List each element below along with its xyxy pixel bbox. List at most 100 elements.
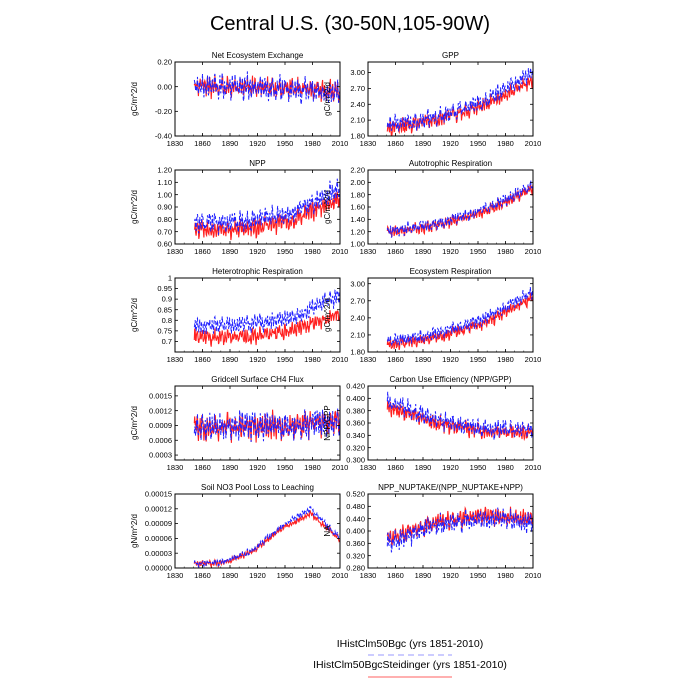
panel-title: Heterotrophic Respiration [212,267,303,276]
y-tick-label: 2.40 [350,100,365,109]
series-line-clm50bgc [193,71,340,105]
plot-frame [174,493,341,569]
x-tick-label: 2010 [332,463,349,472]
chart-panel-1: Net Ecosystem Exchange gC/m^2/d 1830 1860 18… [130,51,348,148]
series-group [193,408,340,443]
series-line-clm50bgc [386,286,533,347]
x-tick-label: 1890 [415,571,432,580]
x-tick-label: 1830 [360,139,377,148]
y-tick-label: 1.20 [350,227,365,236]
y-tick-label: 0.00 [157,82,172,91]
series-line-steidinger [386,292,533,351]
series-line-clm50bgc [386,507,533,553]
x-tick-label: 1860 [194,247,211,256]
x-tick-label: 1950 [277,355,294,364]
y-tick-label: 1.40 [350,215,365,224]
x-tick-label: 1920 [249,463,266,472]
x-tick-label: 1860 [387,355,404,364]
x-tick-label: 1860 [387,571,404,580]
y-tick-label: 3.00 [350,279,365,288]
y-axis-label: gC/m^2/d [323,190,332,224]
y-tick-label: 0.75 [157,326,172,335]
series-group [193,288,340,347]
x-tick-label: 1830 [360,463,377,472]
panel-title: Soil NO3 Pool Loss to Leaching [201,483,314,492]
x-tick-label: 1950 [470,247,487,256]
x-tick-label: 1950 [470,355,487,364]
y-tick-label: 1.00 [157,190,172,199]
y-axis-label: gC/m^2/d [130,298,139,332]
y-tick-label: 0.480 [346,502,365,511]
y-tick-label: 0.300 [346,456,365,465]
y-tick-label: 0.0015 [149,391,172,400]
y-tick-label: 0.00009 [145,519,172,528]
y-axis-label: gC/m^2/d [130,82,139,116]
x-tick-label: 1860 [194,571,211,580]
y-tick-label: 3.00 [350,68,365,77]
y-tick-label: 0.70 [157,227,172,236]
x-tick-label: 1920 [249,247,266,256]
x-tick-label: 1980 [304,463,321,472]
x-tick-label: 1980 [497,355,514,364]
y-tick-label: 1.80 [350,132,365,141]
x-tick-label: 1980 [497,571,514,580]
x-tick-label: 2010 [525,463,542,472]
y-tick-label: 0.60 [157,240,172,249]
x-tick-label: 1860 [387,463,404,472]
y-tick-label: -0.40 [155,132,172,141]
y-tick-label: 0.0009 [149,421,172,430]
panel-title: NPP_NUPTAKE/(NPP_NUPTAKE+NPP) [378,483,523,492]
x-tick-label: 1830 [167,139,184,148]
y-tick-label: 2.10 [350,116,365,125]
x-tick-label: 1860 [387,139,404,148]
x-tick-label: 1830 [167,247,184,256]
x-tick-label: 1950 [277,139,294,148]
x-tick-label: 1830 [360,247,377,256]
x-tick-label: 1890 [415,247,432,256]
y-tick-label: 1.00 [350,240,365,249]
x-tick-label: 1890 [415,139,432,148]
x-tick-label: 2010 [332,355,349,364]
x-tick-label: 1830 [167,571,184,580]
series-group [386,391,533,442]
chart-panel-8: Carbon Use Efficiency (NPP/GPP) NPP/GPP 18… [323,375,541,472]
x-tick-label: 1980 [304,139,321,148]
x-tick-label: 1830 [167,355,184,364]
y-tick-label: 0.00000 [145,564,172,573]
y-tick-label: 2.20 [350,166,365,175]
y-tick-label: 0.7 [162,337,172,346]
figure-title: Central U.S. (30-50N,105-90W) [210,13,490,35]
x-tick-label: 1950 [470,139,487,148]
y-tick-label: 0.400 [346,527,365,536]
y-axis-label: NPP/GPP [323,405,332,441]
x-tick-label: 1890 [222,247,239,256]
y-tick-label: 2.40 [350,313,365,322]
panel-title: GPP [442,51,459,60]
y-axis-label: gC/m^2/d [323,298,332,332]
y-tick-label: 0.360 [346,539,365,548]
y-tick-label: 0.9 [162,295,172,304]
x-tick-label: 1950 [470,571,487,580]
series-line-clm50bgc [193,505,340,568]
x-tick-label: 1980 [497,247,514,256]
y-tick-label: 0.520 [346,490,365,499]
x-tick-label: 2010 [525,355,542,364]
y-tick-label: 0.8 [162,316,172,325]
y-axis-label: gC/m^2/d [130,190,139,224]
x-tick-label: 1830 [360,571,377,580]
y-tick-label: 1.80 [350,190,365,199]
panel-title: Carbon Use Efficiency (NPP/GPP) [389,375,511,384]
y-tick-label: 0.80 [157,215,172,224]
x-tick-label: 1860 [194,463,211,472]
y-axis-label: gC/m^2/d [323,82,332,116]
y-axis-label: gN/m^2/d [130,514,139,548]
x-tick-label: 2010 [332,247,349,256]
series-line-clm50bgc [386,68,533,132]
y-tick-label: 1 [168,274,172,283]
series-group [193,71,340,105]
x-tick-label: 1890 [415,463,432,472]
x-tick-label: 1890 [415,355,432,364]
x-tick-label: 1920 [442,355,459,364]
x-tick-label: 1950 [277,247,294,256]
